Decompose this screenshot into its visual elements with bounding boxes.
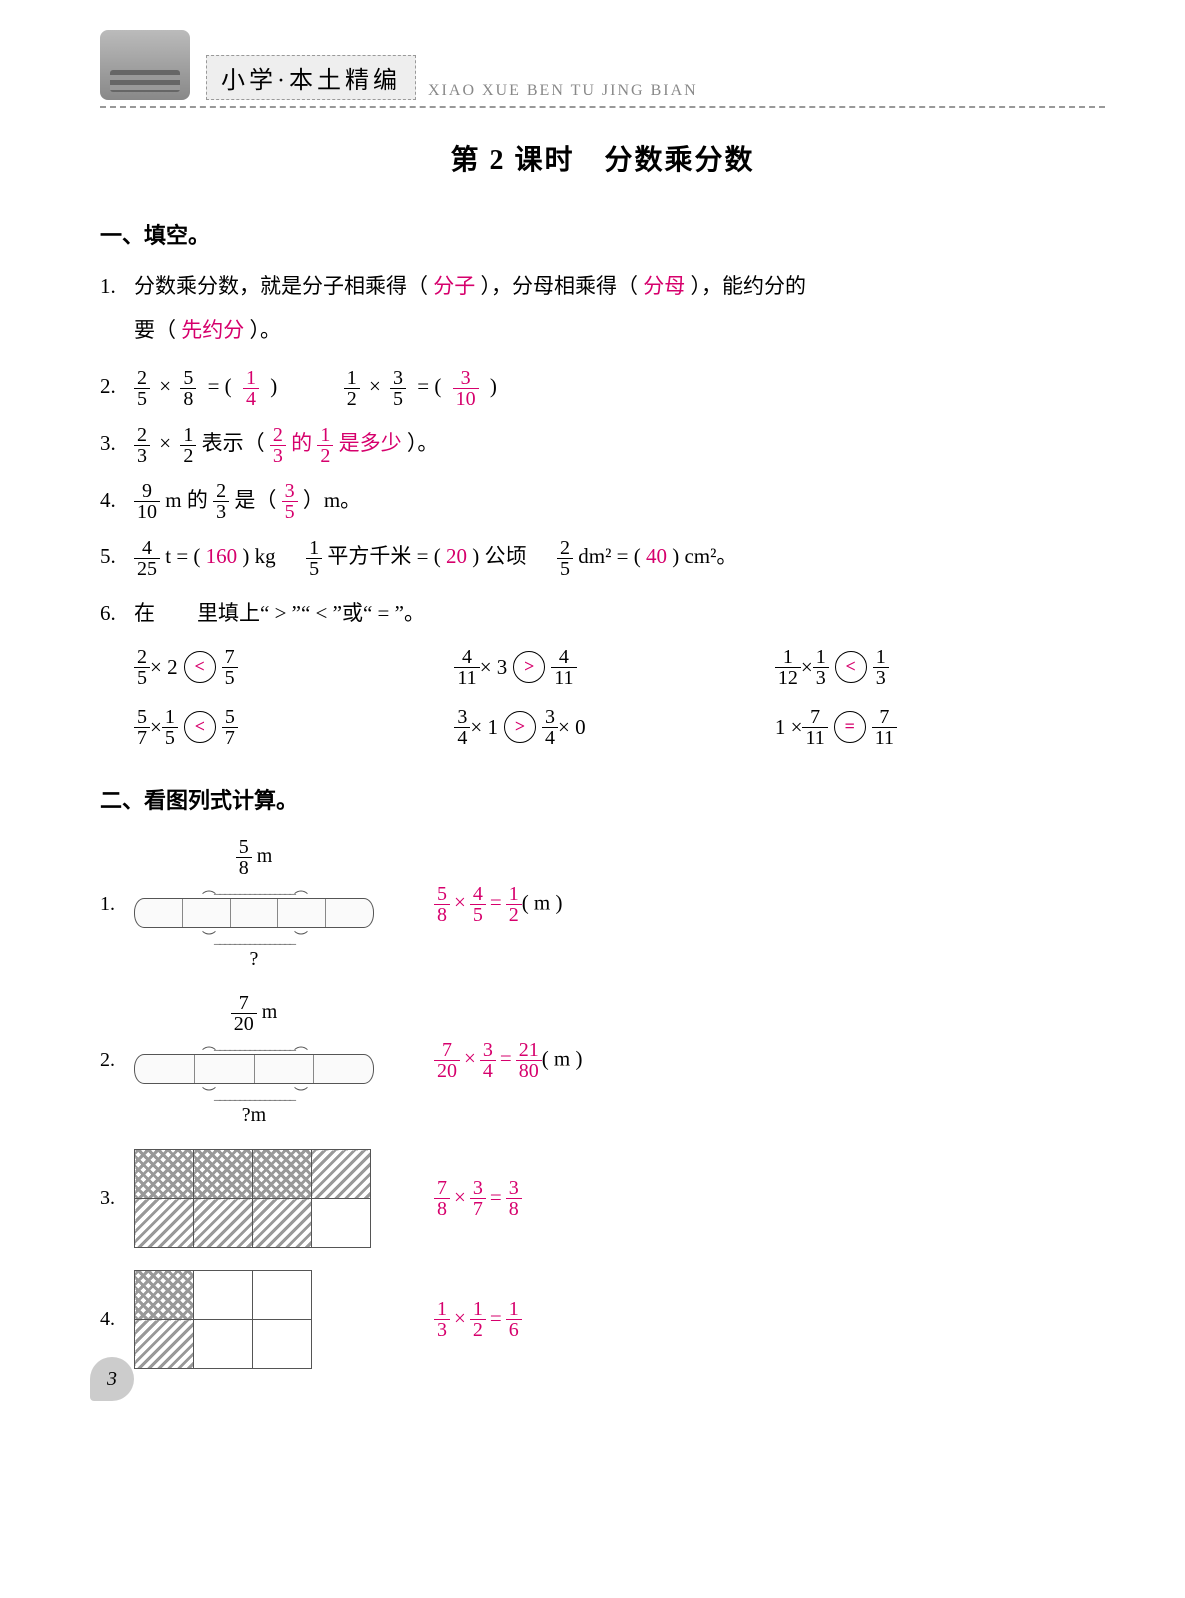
q4-num: 4. <box>100 478 134 522</box>
solution-1: 720×34=2180( m ) <box>434 1040 583 1081</box>
q2-f4: 35 <box>390 368 406 409</box>
diagram-1: 720 m ︵________________︵ ︶______________… <box>134 993 374 1127</box>
q6-item-2: 112 × 13<13 <box>775 645 1095 689</box>
series-pinyin: XIAO XUE BEN TU JING BIAN <box>428 82 698 100</box>
q3: 3. 23 × 12 表示（ 23 的 12 是多少 ）。 <box>100 421 1105 466</box>
q6-item-3: 57 × 15<57 <box>134 705 454 749</box>
s2-item-0: 1. 58 m ︵________________︵ ︶____________… <box>100 837 1105 971</box>
q1-ans3: 先约分 <box>181 318 244 342</box>
s2-num-1: 2. <box>100 1049 134 1072</box>
q2-f1: 25 <box>134 368 150 409</box>
q3-num: 3. <box>100 421 134 465</box>
q3-body: 23 × 12 表示（ 23 的 12 是多少 ）。 <box>134 421 1105 466</box>
q4-f1: 910 <box>134 481 160 522</box>
q2-f3: 12 <box>344 368 360 409</box>
q6-sym-2: < <box>835 651 867 683</box>
q6-item-4: 34 × 1 >34 × 0 <box>454 705 774 749</box>
q2: 2. 25 × 58 = ( 14 ) 12 × 35 = ( 310 ) <box>100 364 1105 409</box>
q2-num: 2. <box>100 364 134 408</box>
q6-item-5: 1 × 711=711 <box>775 705 1095 749</box>
q5-body: 425 t = ( 160 ) kg 15 平方千米 = ( 20 ) 公顷 2… <box>134 534 1105 579</box>
q6-item-0: 25 × 2 <75 <box>134 645 454 689</box>
q4-m2: 是（ <box>234 488 276 512</box>
q6-body: 在 里填上“ > ”“ < ”或“ = ”。 25 × 2 <75 411 × … <box>134 591 1105 765</box>
logo-image <box>100 30 190 100</box>
q5-f2: 15 <box>306 538 322 579</box>
q6-sym-4: > <box>504 711 536 743</box>
q1-mid2: ），能约分的 <box>691 274 807 298</box>
q3-asuf: 是多少 <box>339 431 402 455</box>
diagram-3 <box>134 1270 374 1369</box>
q5-f1: 425 <box>134 538 160 579</box>
q5-u1e: ) kg <box>242 544 275 568</box>
q2-body: 25 × 58 = ( 14 ) 12 × 35 = ( 310 ) <box>134 364 1105 409</box>
section-2-body: 1. 58 m ︵________________︵ ︶____________… <box>100 837 1105 1369</box>
page-header: 小学·本土精编 XIAO XUE BEN TU JING BIAN <box>100 30 1105 108</box>
q3-af2: 12 <box>317 425 333 466</box>
q6: 6. 在 里填上“ > ”“ < ”或“ = ”。 25 × 2 <75 411… <box>100 591 1105 765</box>
solution-0: 58×45=12( m ) <box>434 884 563 925</box>
q6-sym-0: < <box>184 651 216 683</box>
q3-pre: 表示（ <box>202 431 265 455</box>
q5-u2e: ) 公顷 <box>472 544 526 568</box>
q1-num: 1. <box>100 264 134 308</box>
q5-u2: 平方千米 = ( <box>327 544 440 568</box>
section-1-head: 一、填空。 <box>100 218 1105 250</box>
diagram-2 <box>134 1149 374 1248</box>
q6-grid: 25 × 2 <75 411 × 3 >411 112 × 13<13 57 ×… <box>134 645 1105 765</box>
solution-2: 78×37=38 <box>434 1178 522 1219</box>
q4-a: 35 <box>282 481 298 522</box>
q5-u3: dm² = ( <box>578 544 640 568</box>
q6-num: 6. <box>100 591 134 635</box>
diagram-0: 58 m ︵________________︵ ︶_______________… <box>134 837 374 971</box>
solution-3: 13×12=16 <box>434 1299 522 1340</box>
q5-a3: 40 <box>646 544 667 568</box>
s2-num-3: 4. <box>100 1308 134 1331</box>
s2-num-2: 3. <box>100 1187 134 1210</box>
q4: 4. 910 m 的 23 是（ 35 ）m。 <box>100 478 1105 523</box>
q1-body: 分数乘分数，就是分子相乘得（ 分子 ），分母相乘得（ 分母 ），能约分的 要（ … <box>134 264 1105 352</box>
s2-item-1: 2. 720 m ︵________________︵ ︶___________… <box>100 993 1105 1127</box>
q3-f1: 23 <box>134 425 150 466</box>
q1-l2pre: 要（ <box>134 318 176 342</box>
q5: 5. 425 t = ( 160 ) kg 15 平方千米 = ( 20 ) 公… <box>100 534 1105 579</box>
q6-text: 在 里填上“ > ”“ < ”或“ = ”。 <box>134 601 425 625</box>
q5-u3e: ) cm²。 <box>672 544 737 568</box>
s2-item-3: 4. 13×12=16 <box>100 1270 1105 1369</box>
q6-sym-5: = <box>834 711 866 743</box>
q4-m1: m 的 <box>165 488 208 512</box>
q1-mid: ），分母相乘得（ <box>481 274 639 298</box>
q1-ans2: 分母 <box>643 274 685 298</box>
q2-a1: 14 <box>243 368 259 409</box>
q5-num: 5. <box>100 534 134 578</box>
q5-a1: 160 <box>206 544 238 568</box>
q5-f3: 25 <box>557 538 573 579</box>
q4-body: 910 m 的 23 是（ 35 ）m。 <box>134 478 1105 523</box>
q3-af1: 23 <box>270 425 286 466</box>
lesson-title: 第 2 课时 分数乘分数 <box>100 138 1105 178</box>
q1-ans1: 分子 <box>433 274 475 298</box>
q6-sym-1: > <box>513 651 545 683</box>
section-2-head: 二、看图列式计算。 <box>100 783 1105 815</box>
s2-item-2: 3. 78×37=38 <box>100 1149 1105 1248</box>
q2-a2: 310 <box>453 368 479 409</box>
series-title: 小学·本土精编 <box>206 55 416 100</box>
q5-a2: 20 <box>446 544 467 568</box>
q3-amid: 的 <box>291 431 312 455</box>
q3-end: ）。 <box>407 431 439 455</box>
q1: 1. 分数乘分数，就是分子相乘得（ 分子 ），分母相乘得（ 分母 ），能约分的 … <box>100 264 1105 352</box>
s2-num-0: 1. <box>100 893 134 916</box>
q6-item-1: 411 × 3 >411 <box>454 645 774 689</box>
q4-end: ）m。 <box>303 488 361 512</box>
q6-sym-3: < <box>184 711 216 743</box>
q1-end: ）。 <box>250 318 282 342</box>
q1-text: 分数乘分数，就是分子相乘得（ <box>134 274 428 298</box>
q4-f2: 23 <box>213 481 229 522</box>
page-number: 3 <box>90 1357 134 1401</box>
q3-f2: 12 <box>180 425 196 466</box>
q2-f2: 58 <box>180 368 196 409</box>
q5-u1: t = ( <box>165 544 200 568</box>
